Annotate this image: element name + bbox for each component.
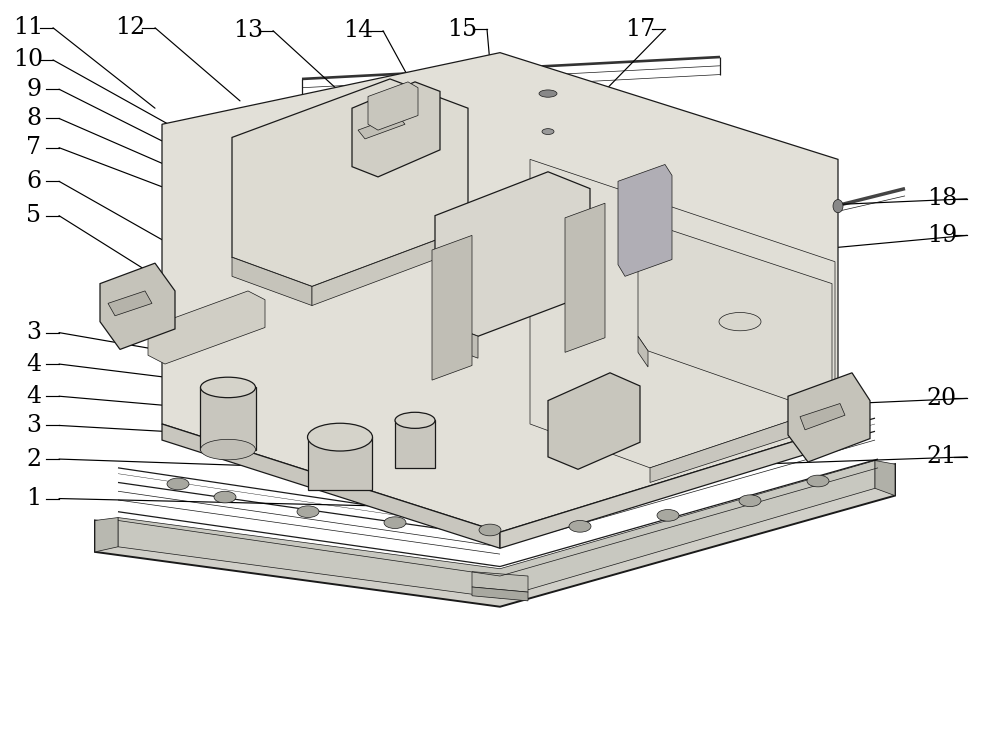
- Polygon shape: [148, 291, 265, 364]
- Text: 20: 20: [927, 387, 957, 410]
- Polygon shape: [638, 336, 648, 367]
- Polygon shape: [500, 428, 838, 548]
- Ellipse shape: [539, 90, 557, 97]
- Polygon shape: [200, 387, 256, 450]
- Text: 3: 3: [26, 321, 42, 344]
- Text: 21: 21: [927, 445, 957, 469]
- Ellipse shape: [569, 520, 591, 532]
- Ellipse shape: [657, 510, 679, 521]
- Ellipse shape: [200, 439, 256, 460]
- Text: 6: 6: [26, 170, 42, 193]
- Ellipse shape: [719, 313, 761, 330]
- Text: 19: 19: [927, 224, 957, 247]
- Polygon shape: [472, 572, 528, 592]
- Polygon shape: [435, 172, 590, 336]
- Text: 10: 10: [13, 48, 43, 72]
- Ellipse shape: [167, 478, 189, 490]
- Text: 9: 9: [26, 77, 42, 101]
- Text: 12: 12: [115, 16, 145, 39]
- Polygon shape: [618, 164, 672, 276]
- Text: 7: 7: [26, 136, 42, 159]
- Ellipse shape: [479, 524, 501, 536]
- Polygon shape: [100, 263, 175, 349]
- Polygon shape: [352, 82, 440, 177]
- Polygon shape: [565, 203, 605, 352]
- Ellipse shape: [395, 412, 435, 428]
- Ellipse shape: [739, 495, 761, 507]
- Text: 17: 17: [625, 18, 655, 41]
- Text: 2: 2: [26, 447, 42, 471]
- Polygon shape: [108, 291, 152, 316]
- Polygon shape: [95, 464, 895, 607]
- Polygon shape: [368, 82, 418, 130]
- Ellipse shape: [542, 129, 554, 135]
- Polygon shape: [308, 437, 372, 490]
- Polygon shape: [118, 461, 875, 598]
- Polygon shape: [162, 424, 500, 548]
- Polygon shape: [800, 404, 845, 430]
- Polygon shape: [358, 115, 405, 139]
- Text: 18: 18: [927, 187, 957, 211]
- Polygon shape: [162, 53, 838, 532]
- Text: 8: 8: [26, 107, 42, 130]
- Ellipse shape: [200, 377, 256, 398]
- Polygon shape: [232, 79, 468, 287]
- Polygon shape: [312, 228, 468, 306]
- Ellipse shape: [807, 475, 829, 487]
- Polygon shape: [472, 587, 528, 601]
- Text: 1: 1: [26, 487, 42, 510]
- Text: 3: 3: [26, 414, 42, 437]
- Polygon shape: [435, 320, 478, 358]
- Text: 11: 11: [13, 16, 43, 39]
- Text: 5: 5: [26, 204, 42, 227]
- Ellipse shape: [297, 506, 319, 518]
- Text: 15: 15: [447, 18, 477, 41]
- Polygon shape: [395, 420, 435, 468]
- Polygon shape: [638, 219, 832, 415]
- Text: 13: 13: [233, 19, 263, 42]
- Polygon shape: [875, 461, 895, 496]
- Ellipse shape: [833, 200, 843, 213]
- Polygon shape: [530, 159, 835, 468]
- Ellipse shape: [214, 491, 236, 503]
- Polygon shape: [232, 257, 312, 306]
- Polygon shape: [650, 406, 835, 482]
- Text: 4: 4: [26, 352, 42, 376]
- Polygon shape: [432, 235, 472, 380]
- Polygon shape: [788, 373, 870, 462]
- Text: 14: 14: [343, 19, 373, 42]
- Ellipse shape: [308, 423, 372, 451]
- Polygon shape: [548, 373, 640, 469]
- Text: 4: 4: [26, 385, 42, 408]
- Polygon shape: [95, 518, 118, 552]
- Ellipse shape: [384, 517, 406, 529]
